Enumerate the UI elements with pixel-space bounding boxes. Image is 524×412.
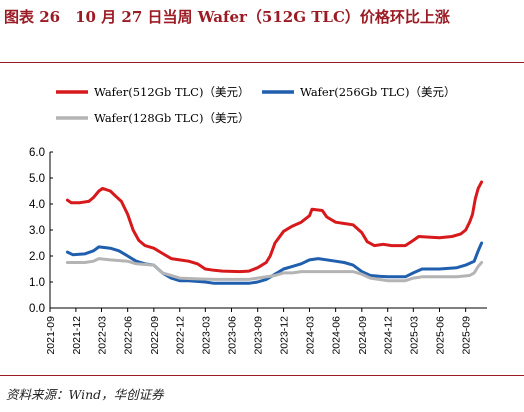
series-line-0 xyxy=(65,180,484,274)
x-tick-label: 2024-09 xyxy=(357,316,369,355)
legend: Wafer(512Gb TLC)（美元） Wafer(256Gb TLC)（美元）… xyxy=(56,85,455,125)
y-tick-label: 3.0 xyxy=(29,225,45,237)
x-tick-label: 2023-12 xyxy=(279,316,291,355)
plot-lines xyxy=(65,180,484,285)
x-tick-label: 2021-09 xyxy=(45,316,57,355)
series-line-2 xyxy=(65,257,484,283)
figure-title: 图表 26 10 月 27 日当周 Wafer（512G TLC）价格环比上涨 xyxy=(4,8,450,26)
x-tick-label: 2023-09 xyxy=(253,316,265,355)
x-tick-label: 2022-12 xyxy=(175,316,187,355)
x-tick-label: 2024-12 xyxy=(383,316,395,355)
y-tick-label: 4.0 xyxy=(29,199,45,211)
source-note: 资料来源：Wind，华创证券 xyxy=(6,387,164,402)
x-tick-label: 2025-09 xyxy=(461,316,473,355)
x-tick-label: 2022-09 xyxy=(149,316,161,355)
source-rule xyxy=(0,375,524,376)
y-axis: 0.0 1.0 2.0 3.0 4.0 5.0 6.0 xyxy=(29,147,53,315)
price-line-chart: Wafer(512Gb TLC)（美元） Wafer(256Gb TLC)（美元）… xyxy=(29,85,487,355)
x-tick-label: 2023-06 xyxy=(227,316,239,355)
x-tick-label: 2022-06 xyxy=(123,316,135,355)
y-tick-label: 6.0 xyxy=(29,147,45,159)
x-tick-label: 2025-06 xyxy=(434,316,446,355)
x-axis: 2021-09 2021-12 2022-03 2022-06 2022-09 2022-… xyxy=(45,307,487,355)
legend-label-1: Wafer(256Gb TLC)（美元） xyxy=(300,85,455,99)
legend-label-0: Wafer(512Gb TLC)（美元） xyxy=(94,85,249,99)
x-tick-label: 2025-03 xyxy=(408,316,420,355)
x-tick-label: 2023-03 xyxy=(200,316,212,355)
x-tick-label: 2021-12 xyxy=(71,316,83,355)
y-tick-label: 2.0 xyxy=(29,251,45,263)
y-tick-label: 5.0 xyxy=(29,173,45,185)
legend-label-2: Wafer(128Gb TLC)（美元） xyxy=(94,111,249,125)
y-tick-label: 1.0 xyxy=(29,277,45,289)
title-rule xyxy=(0,62,524,63)
x-tick-label: 2022-03 xyxy=(96,316,108,355)
x-tick-label: 2024-03 xyxy=(304,316,316,355)
y-tick-label: 0.0 xyxy=(29,303,45,315)
x-tick-label: 2024-06 xyxy=(331,316,343,355)
